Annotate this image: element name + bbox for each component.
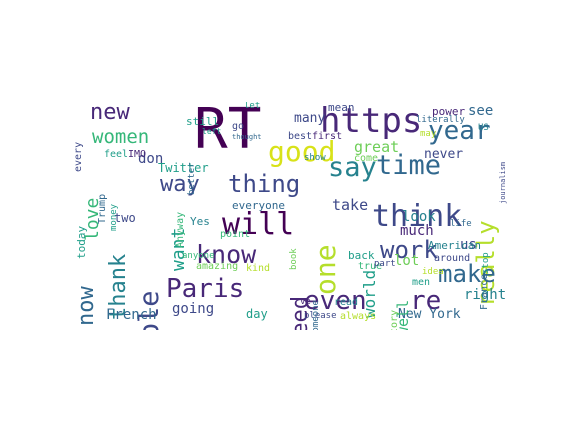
word-men: men bbox=[412, 277, 431, 288]
word-say: say bbox=[328, 152, 377, 183]
word-french: French bbox=[106, 307, 157, 323]
word-go: go bbox=[232, 121, 245, 132]
word-look: look bbox=[402, 209, 436, 225]
word-https: https bbox=[320, 102, 423, 141]
word-back: back bbox=[348, 249, 375, 262]
word-journalism: journalism bbox=[499, 161, 507, 204]
word-much: much bbox=[400, 223, 434, 239]
word-money: money bbox=[109, 203, 119, 231]
word-come: come bbox=[354, 153, 379, 164]
word-year: year bbox=[428, 116, 491, 146]
word-even: even bbox=[304, 286, 367, 316]
word-don: don bbox=[138, 151, 164, 167]
word-thing: thing bbox=[228, 170, 301, 198]
word-read: read bbox=[334, 297, 359, 308]
word-right: right bbox=[464, 287, 507, 303]
word-amazing: amazing bbox=[196, 261, 239, 272]
word-show: show bbox=[304, 153, 326, 163]
word-us-caps: US bbox=[478, 123, 489, 133]
word-imo: IMO bbox=[128, 149, 147, 160]
word-today: today bbox=[75, 225, 88, 259]
word-will: will bbox=[222, 207, 295, 242]
word-time: time bbox=[376, 150, 442, 181]
word-rt: RT bbox=[194, 102, 262, 162]
word-point: point bbox=[220, 229, 251, 240]
word-day: day bbox=[246, 307, 268, 321]
word-power: power bbox=[432, 105, 466, 118]
word-yes: Yes bbox=[190, 215, 210, 228]
word-let: let bbox=[244, 102, 261, 111]
word-story: story bbox=[389, 309, 400, 330]
word-idea: idea bbox=[422, 267, 444, 277]
word-never: never bbox=[424, 147, 464, 162]
word-know: know bbox=[196, 240, 257, 269]
word-great: great bbox=[354, 138, 400, 156]
word-stop: stop bbox=[481, 252, 491, 274]
word-better: better bbox=[187, 162, 197, 195]
word-two: two bbox=[114, 211, 136, 225]
word-new: new bbox=[90, 102, 130, 125]
word-good: good bbox=[268, 135, 336, 168]
word-trump: Trump bbox=[97, 193, 108, 224]
word-feel: feel bbox=[104, 149, 129, 160]
word-lot: lot bbox=[394, 253, 420, 269]
word-may: may bbox=[420, 129, 437, 139]
word-every: every bbox=[73, 141, 84, 172]
word-true: true bbox=[358, 261, 383, 272]
word-please: please bbox=[304, 311, 337, 321]
word-new-york: New York bbox=[398, 307, 461, 322]
word-re: re bbox=[410, 286, 442, 316]
word-now: now bbox=[74, 286, 99, 326]
word-thought: thought bbox=[232, 133, 262, 141]
word-make: make bbox=[438, 260, 496, 288]
word-paris: Paris bbox=[166, 274, 245, 304]
word-ve: ve bbox=[300, 297, 311, 307]
word-way: way bbox=[160, 172, 200, 197]
word-cloud: RT https new women good year one people … bbox=[72, 102, 518, 330]
word-around: around bbox=[434, 253, 471, 264]
word-france: France bbox=[479, 273, 490, 310]
word-literally: literally bbox=[416, 115, 465, 125]
word-american: American bbox=[428, 239, 481, 252]
word-anyone: anyone bbox=[182, 251, 215, 261]
word-kind: kind bbox=[246, 263, 271, 274]
word-book: book bbox=[289, 248, 299, 270]
word-left: left bbox=[202, 127, 222, 136]
word-life: life bbox=[450, 219, 472, 229]
word-first: first bbox=[312, 131, 343, 142]
word-part: part bbox=[374, 259, 396, 269]
word-everyone: everyone bbox=[232, 199, 285, 212]
word-many: many bbox=[294, 111, 326, 126]
word-us: us bbox=[460, 237, 477, 253]
word-take: take bbox=[332, 196, 369, 214]
word-someone: someone bbox=[311, 300, 321, 330]
word-always: always bbox=[340, 311, 377, 322]
word-going: going bbox=[172, 301, 215, 317]
word-see: see bbox=[468, 103, 494, 119]
word-mean: mean bbox=[328, 102, 355, 114]
word-still: still bbox=[186, 115, 220, 128]
word-best: best bbox=[288, 131, 313, 142]
word-work: work bbox=[380, 236, 438, 264]
word-think: think bbox=[372, 199, 463, 234]
word-twitter: Twitter bbox=[158, 161, 209, 175]
word-anyway: Anyway bbox=[175, 211, 186, 248]
word-women: women bbox=[92, 126, 150, 148]
